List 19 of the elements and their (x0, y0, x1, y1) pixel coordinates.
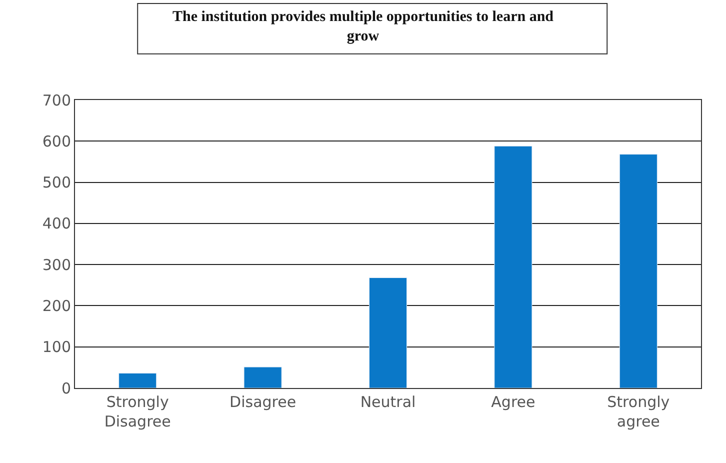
y-tick-label: 700 (42, 91, 71, 110)
bar (619, 154, 658, 388)
y-tick-label: 100 (42, 338, 71, 356)
x-tick-label: Disagree (230, 393, 296, 411)
y-tick-label: 500 (42, 174, 71, 192)
bar (494, 146, 532, 388)
y-tick-label: 600 (42, 132, 71, 150)
y-tick-label: 0 (61, 379, 71, 398)
y-tick-label: 300 (42, 256, 71, 274)
x-tick-label: Strongly agree (607, 393, 670, 430)
bar (118, 372, 157, 388)
bar (368, 277, 408, 388)
x-tick-label: Agree (491, 393, 536, 411)
y-tick-label: 400 (42, 214, 71, 233)
bar (244, 366, 282, 388)
x-tick-label: Neutral (360, 393, 416, 411)
chart-title: The institution provides multiple opportunities to learn and grow (172, 8, 554, 44)
x-tick-label: Strongly Disagree (104, 393, 171, 430)
y-tick-label: 200 (42, 296, 71, 315)
